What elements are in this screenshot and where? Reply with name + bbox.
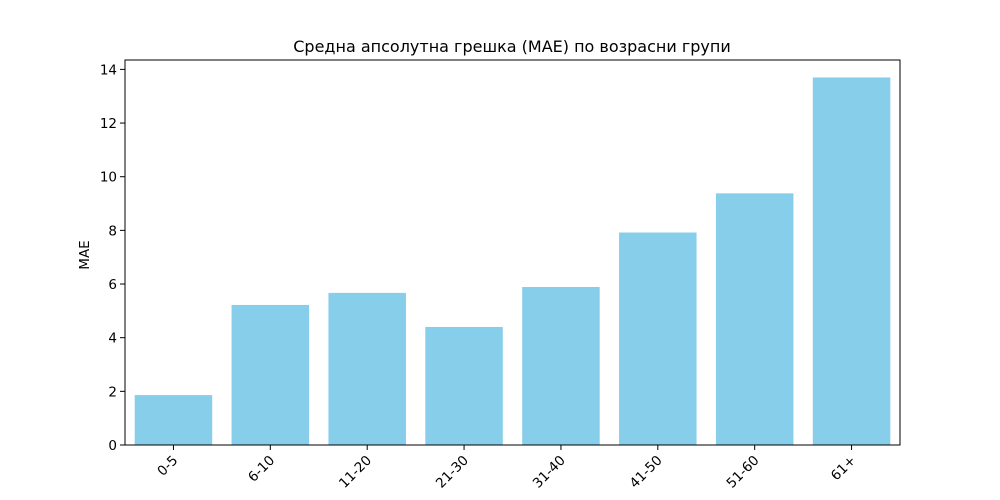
y-tick-label: 14 <box>100 62 117 78</box>
chart-title: Средна апсолутна грешка (MAE) по возрасн… <box>293 37 731 56</box>
y-tick-label: 2 <box>108 384 117 400</box>
bar-0-5 <box>134 395 213 445</box>
bar-31-40 <box>522 286 600 445</box>
y-tick-label: 6 <box>108 277 117 293</box>
y-tick-label: 8 <box>108 223 117 239</box>
y-tick-label: 10 <box>100 170 117 186</box>
y-tick-label: 12 <box>100 116 117 132</box>
bar-6-10 <box>231 304 310 445</box>
bar-21-30 <box>425 326 503 445</box>
y-tick-label: 0 <box>108 438 117 454</box>
axes-frame <box>124 59 901 446</box>
bar-41-50 <box>619 232 697 445</box>
y-axis-label: MAE <box>77 240 93 269</box>
bar-51-60 <box>715 193 794 445</box>
y-tick-label: 4 <box>108 331 117 347</box>
bar-61+ <box>812 77 891 445</box>
bar-11-20 <box>328 292 406 445</box>
